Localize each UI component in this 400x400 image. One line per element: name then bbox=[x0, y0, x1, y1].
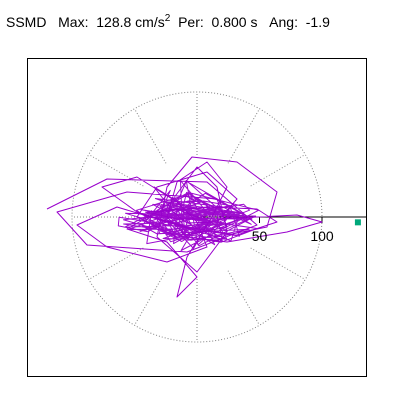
chart-title: SSMD Max: 128.8 cm/s2 Per: 0.800 s Ang: … bbox=[6, 13, 330, 30]
grid-spoke bbox=[227, 270, 260, 326]
max-unit-exponent: 2 bbox=[164, 13, 171, 24]
axes bbox=[197, 216, 366, 223]
angle-label: Ang: bbox=[269, 14, 298, 30]
grid-spoke bbox=[250, 247, 306, 280]
tick-labels: 50 100 bbox=[252, 228, 334, 244]
grid-spoke bbox=[227, 108, 260, 164]
plot-frame bbox=[27, 58, 367, 377]
grid-spoke bbox=[250, 154, 306, 187]
grid-spoke bbox=[88, 154, 144, 187]
station-name: SSMD bbox=[6, 14, 47, 30]
period-value: 0.800 s bbox=[211, 14, 258, 30]
radial-tick-label-50: 50 bbox=[252, 228, 268, 244]
max-marker bbox=[354, 219, 361, 226]
max-label: Max: bbox=[58, 14, 89, 30]
grid-spoke bbox=[134, 108, 167, 164]
orbit-core-path bbox=[117, 179, 260, 251]
grid-spoke bbox=[134, 270, 167, 326]
grid-spoke bbox=[88, 247, 144, 280]
max-value: 128.8 cm/s bbox=[96, 14, 165, 30]
max-marker-group bbox=[354, 219, 361, 226]
angle-value: -1.9 bbox=[305, 14, 330, 30]
orbit-trace bbox=[46, 156, 323, 298]
radial-tick-label-100: 100 bbox=[310, 228, 334, 244]
period-label: Per: bbox=[178, 14, 204, 30]
